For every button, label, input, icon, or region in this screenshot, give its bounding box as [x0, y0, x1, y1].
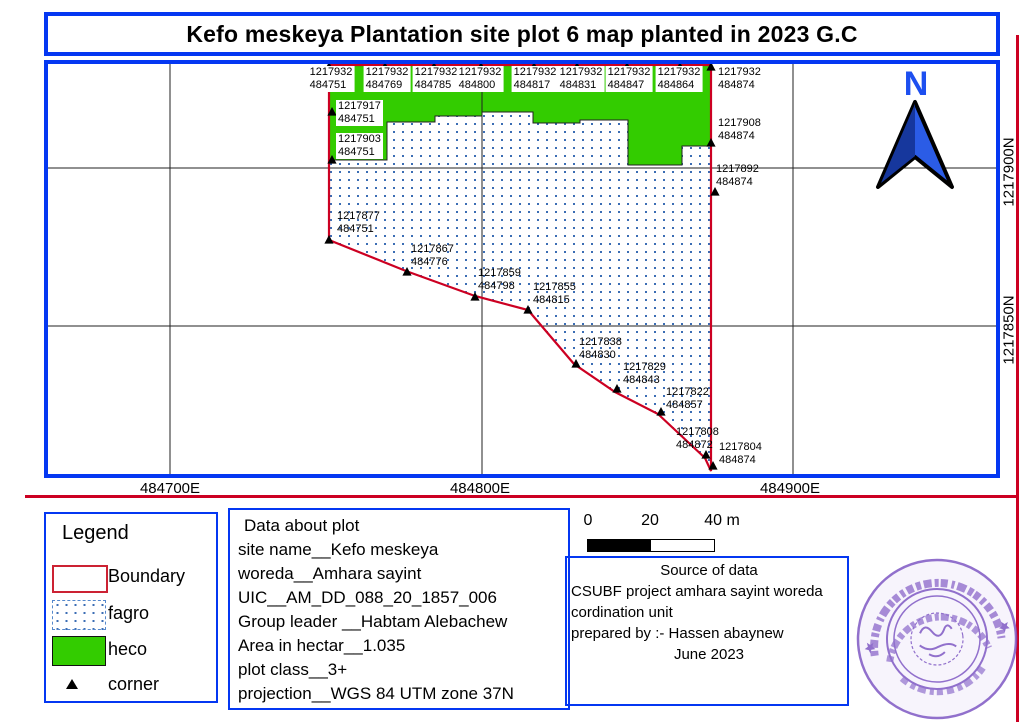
corner-label: 1217903 484751	[336, 133, 383, 159]
scale-tick: 20	[641, 512, 659, 529]
scale-bar	[587, 539, 715, 552]
corner-label: 1217932 484831	[557, 66, 605, 92]
source-prepared-by: prepared by :- Hassen abaynew	[571, 625, 784, 642]
corner-label: 1217808 484872	[676, 426, 719, 451]
heco-swatch	[52, 636, 106, 666]
scale-tick: 0	[583, 512, 593, 529]
scale-bar-filled-segment	[588, 540, 651, 551]
red-separator-line	[25, 495, 1019, 498]
legend-item-heco: heco	[108, 639, 148, 659]
graticule	[48, 64, 996, 474]
source-title: Source of data	[660, 562, 758, 579]
page-title: Kefo meskeya Plantation site plot 6 map …	[186, 20, 858, 47]
map-title-box: Kefo meskeya Plantation site plot 6 map …	[44, 12, 1000, 56]
x-axis-label: 484800E	[449, 480, 511, 497]
source-line: cordination unit	[571, 604, 673, 621]
scale-tick: 40 m	[704, 512, 740, 529]
map-frame: N 1217932 484751 1217932 484769 1217932 484…	[44, 60, 1000, 478]
plot-info-line: woreda__Amhara sayint	[238, 564, 422, 583]
corner-label: 1217932 484817	[511, 66, 559, 92]
fagro-swatch	[52, 600, 106, 630]
plot-info-line: site name__Kefo meskeya	[238, 540, 439, 559]
legend-item-fagro: fagro	[108, 603, 150, 623]
map-canvas	[48, 64, 996, 474]
corner-label: 1217932 484847	[605, 66, 653, 92]
corner-label: 1217932 484751	[307, 66, 355, 92]
legend-item-corner: corner	[108, 674, 160, 694]
plot-boundary	[327, 64, 713, 472]
source-date: June 2023	[673, 646, 745, 663]
corner-label: 1217829 484843	[623, 361, 666, 386]
scale-bar-labels: 0 20 40 m	[560, 512, 780, 532]
x-axis-label: 484700E	[139, 480, 201, 497]
red-right-border-line	[1016, 35, 1019, 722]
corner-label: 1217917 484751	[336, 100, 383, 126]
plot-info-line: projection__WGS 84 UTM zone 37N	[238, 684, 514, 703]
corner-label: 1217932 484769	[363, 66, 411, 92]
north-label: N	[903, 65, 929, 103]
plot-info-panel: Data about plot site name__Kefo meskeya …	[228, 508, 570, 710]
corner-label: 1217867 484776	[411, 243, 454, 268]
corner-label: 1217877 484751	[337, 210, 380, 235]
corner-label: 1217932 484864	[655, 66, 703, 92]
corner-label: 1217859 484798	[478, 267, 521, 292]
legend-title: Legend	[62, 522, 129, 544]
legend-item-boundary: Boundary	[108, 566, 186, 586]
corner-label: 1217822 484857	[666, 386, 709, 411]
legend: Legend Boundary fagro heco corner	[44, 512, 218, 703]
corner-label: 1217908 484874	[716, 117, 763, 143]
corner-label: 1217932 484785	[412, 66, 460, 92]
official-stamp	[856, 558, 1018, 720]
boundary-swatch	[52, 565, 108, 593]
y-axis-label: 1217850N	[1000, 295, 1018, 365]
corner-triangle-icon	[66, 679, 78, 689]
corner-label: 1217932 484874	[716, 66, 763, 92]
plot-info-line: UIC__AM_DD_088_20_1857_006	[238, 588, 497, 607]
corner-label: 1217855 484815	[533, 281, 576, 306]
plot-info-line: Data about plot	[244, 516, 360, 535]
corner-label: 1217838 484830	[579, 336, 622, 361]
plot-info-line: Group leader __Habtam Alebachew	[238, 612, 508, 631]
corner-label: 1217932 484800	[456, 66, 504, 92]
corner-label: 1217804 484874	[719, 441, 762, 466]
north-arrow-icon	[876, 100, 954, 189]
corner-label: 1217892 484874	[716, 163, 759, 188]
plot-info-line: Area in hectar__1.035	[238, 636, 406, 655]
x-axis-label: 484900E	[759, 480, 821, 497]
plot-info-line: plot class__3+	[238, 660, 348, 679]
source-line: CSUBF project amhara sayint woreda	[571, 583, 823, 600]
source-panel: Source of data CSUBF project amhara sayi…	[565, 556, 849, 706]
y-axis-label: 1217900N	[1000, 137, 1018, 207]
